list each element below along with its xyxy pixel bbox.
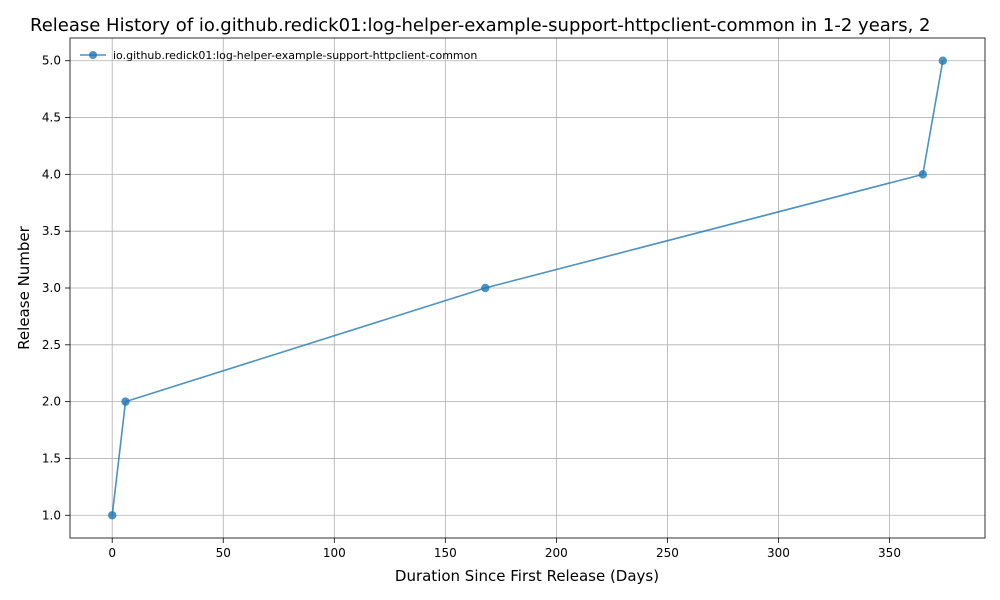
data-point [918,170,928,179]
y-tick-label: 4.5 [42,111,61,125]
chart-title: Release History of io.github.redick01:lo… [30,15,930,36]
x-ticks: 0 50 100 150 200 250 300 350 [108,538,901,560]
y-tick-label: 1.5 [42,451,61,465]
x-axis-label: Duration Since First Release (Days) [395,567,659,585]
x-tick-label: 250 [656,546,679,560]
data-point [938,56,948,65]
data-point [481,283,490,293]
x-tick-label: 350 [878,546,901,560]
x-tick-label: 0 [108,546,116,560]
x-tick-label: 50 [216,546,231,560]
x-tick-label: 200 [545,546,568,560]
y-tick-label: 1.0 [42,508,61,522]
y-tick-label: 3.5 [42,224,61,238]
legend: io.github.redick01:log-helper-example-su… [80,49,477,62]
data-point [107,511,117,520]
legend-marker [89,51,97,59]
y-tick-label: 4.0 [42,167,61,181]
legend-label: io.github.redick01:log-helper-example-su… [113,49,477,62]
y-tick-label: 3.0 [42,281,61,295]
y-ticks: 1.0 1.5 2.0 2.5 3.0 3.5 4.0 4.5 5.0 [42,54,70,522]
x-tick-label: 150 [434,546,457,560]
y-tick-label: 2.0 [42,395,61,409]
y-tick-label: 5.0 [42,54,61,68]
x-tick-label: 300 [767,546,790,560]
series [107,56,948,520]
y-axis-label: Release Number [15,225,33,349]
data-point [121,397,130,406]
grid [70,38,985,538]
x-tick-label: 100 [323,546,346,560]
plot-frame [69,37,986,539]
y-tick-label: 2.5 [42,338,61,352]
